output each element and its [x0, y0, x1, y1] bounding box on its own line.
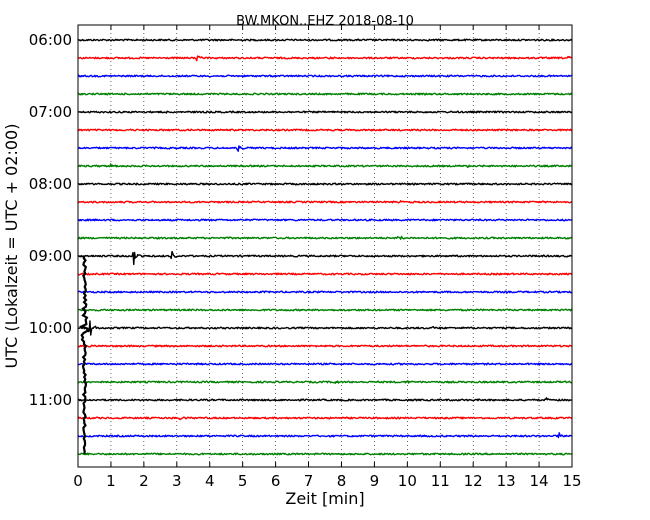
seismogram-trace	[77, 416, 573, 421]
chart-title: BW.MKON..EHZ 2018-08-10	[236, 14, 414, 29]
y-axis-ticks: 06:00 07:00 08:00 09:00 10:00 11:00	[29, 31, 572, 409]
y-axis-label: UTC (Lokalzeit = UTC + 02:00)	[2, 124, 21, 369]
x-tick-label: 11	[431, 472, 450, 490]
x-tick-label: 1	[106, 472, 116, 490]
seismogram-trace	[77, 397, 573, 402]
seismogram-trace	[77, 92, 573, 96]
seismogram-trace	[77, 235, 573, 240]
x-tick-label: 13	[497, 472, 516, 490]
x-tick-label: 4	[205, 472, 215, 490]
seismogram-trace	[77, 362, 573, 366]
seismogram-trace	[77, 200, 573, 204]
x-tick-label: 2	[139, 472, 149, 490]
x-axis-label: Zeit [min]	[285, 489, 364, 508]
seismogram-trace	[77, 74, 573, 78]
seismogram-trace	[77, 452, 573, 456]
seismogram-trace	[77, 272, 573, 276]
y-tick-label: 07:00	[29, 103, 72, 121]
seismogram-trace	[77, 380, 573, 384]
x-tick-label: 5	[238, 472, 248, 490]
seismogram-trace	[77, 110, 573, 114]
seismogram-trace	[77, 145, 573, 152]
grid-layer	[110, 25, 540, 467]
seismogram-trace	[77, 290, 573, 294]
x-tick-label: 8	[337, 472, 347, 490]
seismogram-trace	[77, 320, 573, 336]
seismogram-trace	[77, 38, 573, 42]
x-tick-label: 14	[530, 472, 549, 490]
seismogram-trace	[77, 55, 573, 62]
seismogram-trace	[77, 182, 573, 186]
x-tick-label: 10	[398, 472, 417, 490]
y-tick-label: 08:00	[29, 175, 72, 193]
seismogram-trace	[77, 250, 573, 266]
seismogram-trace	[77, 218, 573, 222]
large-event-trace	[78, 255, 89, 455]
x-tick-label: 15	[562, 472, 581, 490]
plot-frame	[77, 24, 573, 468]
seismogram-trace	[77, 163, 573, 169]
seismogram-trace	[77, 308, 573, 312]
x-tick-label: 9	[370, 472, 380, 490]
x-tick-label: 12	[464, 472, 483, 490]
y-tick-label: 06:00	[29, 31, 72, 49]
x-tick-label: 0	[73, 472, 83, 490]
x-tick-label: 7	[304, 472, 314, 490]
x-axis-ticks: 0 1 2 3 4 5 6 7 8 9 10 11 12 13 14 15	[73, 25, 582, 490]
y-tick-label: 10:00	[29, 319, 72, 337]
y-tick-label: 09:00	[29, 247, 72, 265]
x-tick-label: 3	[172, 472, 182, 490]
seismogram-trace	[77, 344, 573, 348]
seismogram-trace	[77, 128, 573, 132]
trace-layer	[77, 38, 573, 456]
x-tick-label: 6	[271, 472, 281, 490]
seismogram-trace	[77, 432, 573, 439]
y-tick-label: 11:00	[29, 391, 72, 409]
